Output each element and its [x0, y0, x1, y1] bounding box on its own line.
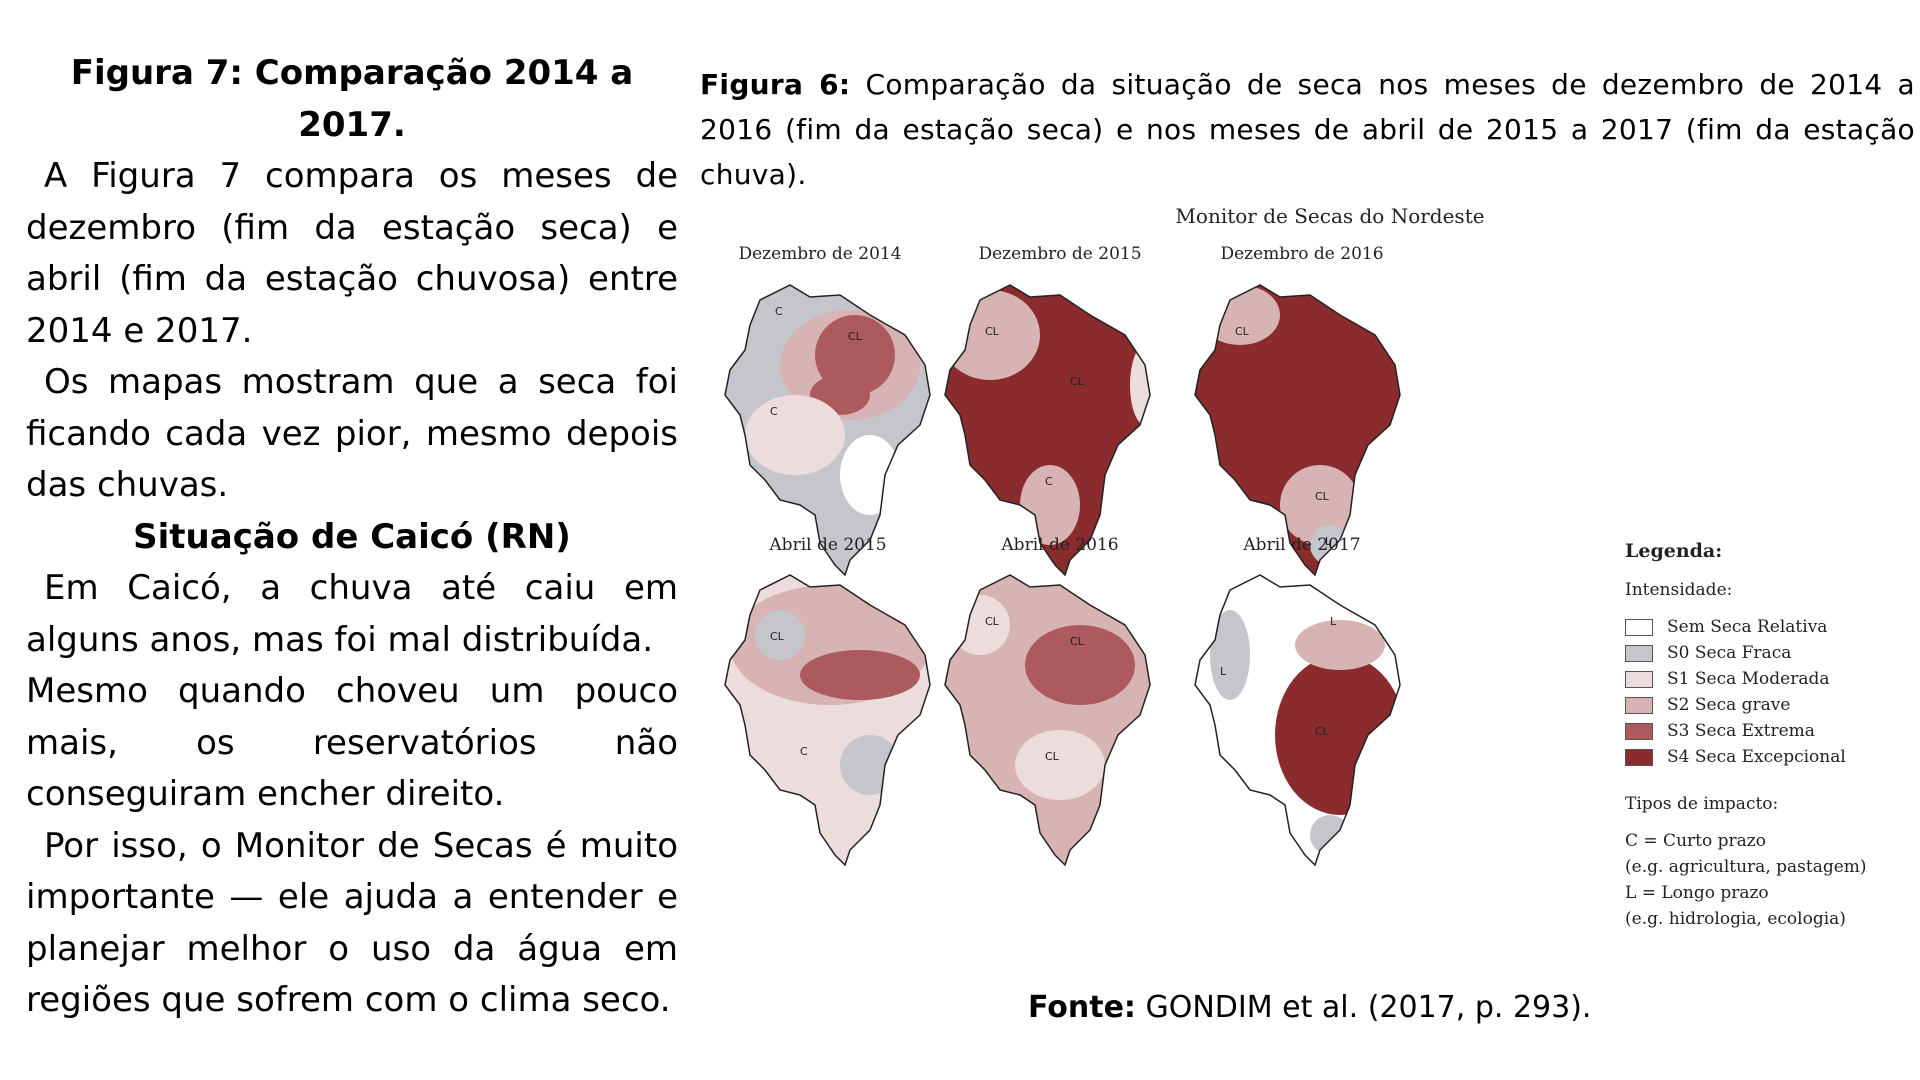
map-title-abr-2015: Abril de 2015 [768, 535, 886, 555]
drought-maps-svg: Monitor de Secas do Nordeste Dezembro de… [724, 204, 1485, 866]
figure-main-title: Monitor de Secas do Nordeste [1175, 204, 1484, 228]
map-abr-2017: L CL L [1194, 574, 1401, 866]
impact-label: CL [1315, 490, 1330, 503]
section-heading-caico: Situação de Caicó (RN) [133, 516, 571, 557]
impact-label: CL [1070, 635, 1085, 648]
legend-swatch [1625, 722, 1653, 740]
map-title-dez-2014: Dezembro de 2014 [738, 244, 901, 264]
figure-caption-label: Figura 6: [700, 68, 851, 101]
legend-item-label: S1 Seca Moderada [1667, 669, 1830, 689]
section-heading-comparison: Figura 7: Comparação 2014 a 2017. [70, 53, 634, 145]
map-title-dez-2015: Dezembro de 2015 [978, 244, 1141, 264]
impact-label: CL [848, 330, 863, 343]
impact-label: CL [985, 615, 1000, 628]
legend-swatch [1625, 670, 1653, 688]
impact-label: CL [770, 630, 785, 643]
legend-swatch [1625, 618, 1653, 636]
impact-label: CL [1070, 375, 1085, 388]
impact-label: L [1325, 535, 1332, 548]
map-abr-2015: CL C [724, 574, 931, 866]
impact-label: CL [1315, 725, 1330, 738]
legend-swatch [1625, 644, 1653, 662]
impact-label: C [800, 745, 808, 758]
legend-item-label: S2 Seca grave [1667, 695, 1791, 715]
impact-label: C [770, 405, 778, 418]
legend-swatch [1625, 748, 1653, 766]
map-title-abr-2017: Abril de 2017 [1242, 535, 1360, 555]
paragraph-caico-rain: Em Caicó, a chuva até caiu em alguns ano… [26, 568, 678, 660]
drought-monitor-figure: Monitor de Secas do Nordeste Dezembro de… [690, 195, 1920, 965]
source-text: GONDIM et al. (2017, p. 293). [1145, 990, 1592, 1025]
impact-label: C [1045, 475, 1053, 488]
impact-label: CL [985, 325, 1000, 338]
impact-label: CL [1045, 750, 1060, 763]
legend-item-label: S4 Seca Excepcional [1667, 747, 1846, 767]
figure-caption-text: Comparação da situação de seca nos meses… [700, 68, 1915, 191]
legend: Legenda: Intensidade: Sem Seca Relativa … [1625, 540, 1915, 932]
legend-intensity-label: Intensidade: [1625, 580, 1733, 600]
figure-source: Fonte: GONDIM et al. (2017, p. 293). [1028, 990, 1591, 1025]
paragraph-reservoirs: Mesmo quando choveu um pouco mais, os re… [26, 671, 678, 814]
paragraph-monitor-importance: Por isso, o Monitor de Secas é muito imp… [26, 825, 678, 1021]
paragraph-drought-worse: Os mapas mostram que a seca foi ficando … [26, 362, 678, 505]
legend-item: S1 Seca Moderada [1625, 666, 1915, 692]
legend-impact-label: Tipos de impacto: [1625, 794, 1779, 814]
legend-item-label: S0 Seca Fraca [1667, 643, 1792, 663]
legend-title: Legenda: [1625, 540, 1723, 562]
legend-item: S4 Seca Excepcional [1625, 744, 1915, 770]
legend-impact-short-example: (e.g. agricultura, pastagem) [1625, 857, 1867, 877]
legend-impact-long-example: (e.g. hidrologia, ecologia) [1625, 909, 1846, 929]
legend-item: S2 Seca grave [1625, 692, 1915, 718]
impact-label: L [1220, 665, 1227, 678]
legend-item: Sem Seca Relativa [1625, 614, 1915, 640]
legend-item-label: S3 Seca Extrema [1667, 721, 1815, 741]
legend-item: S3 Seca Extrema [1625, 718, 1915, 744]
map-title-abr-2016: Abril de 2016 [1000, 535, 1118, 555]
map-abr-2016: CL CL CL [944, 574, 1151, 866]
legend-swatch [1625, 696, 1653, 714]
impact-label: L [1330, 615, 1337, 628]
impact-label: C [775, 305, 783, 318]
legend-item: S0 Seca Fraca [1625, 640, 1915, 666]
map-title-dez-2016: Dezembro de 2016 [1220, 244, 1383, 264]
legend-impact-short: C = Curto prazo [1625, 831, 1766, 851]
impact-label: CL [1235, 325, 1250, 338]
left-text-column: Figura 7: Comparação 2014 a 2017. A Figu… [26, 48, 678, 1027]
figure-caption: Figura 6: Comparação da situação de seca… [700, 62, 1915, 197]
legend-item-label: Sem Seca Relativa [1667, 617, 1828, 637]
paragraph-comparison: A Figura 7 compara os meses de dezembro … [26, 156, 678, 351]
legend-impact-long: L = Longo prazo [1625, 883, 1769, 903]
source-label: Fonte: [1028, 990, 1136, 1025]
